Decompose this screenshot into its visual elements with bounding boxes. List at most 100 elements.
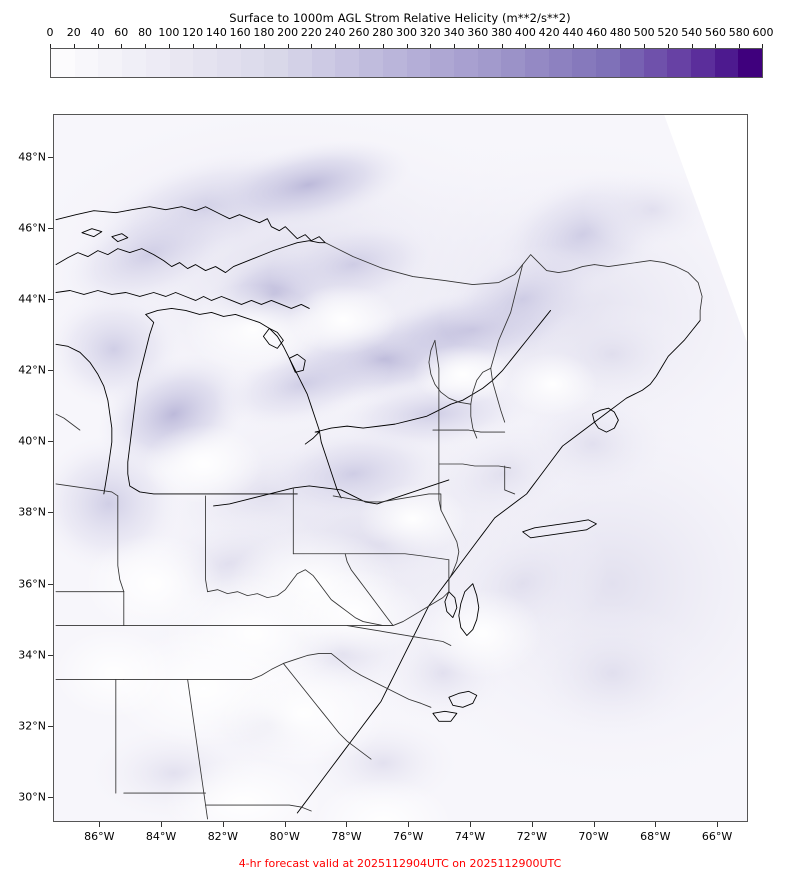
colorbar-tick-labels: 0 20 40 60 80 100 120 140 160 180 200 220 240 260 280 3… [47, 26, 774, 40]
colorbar-swatch [501, 49, 526, 77]
colorbar-tick-label: 240 [324, 26, 346, 39]
colorbar-swatch [477, 49, 502, 77]
colorbar-tick-mark [216, 44, 218, 48]
colorbar-tick-mark [620, 44, 622, 48]
y-tick-label: 32°N [18, 719, 46, 733]
colorbar-tick-label: 480 [609, 26, 631, 39]
x-tick-label: 70°W [578, 830, 609, 843]
colorbar-tick-mark [525, 44, 527, 48]
colorbar-swatch [406, 49, 431, 77]
colorbar-swatch [667, 49, 691, 77]
x-tick-label: 76°W [393, 830, 424, 843]
x-axis-tick-labels: 86°W 84°W 82°W 80°W 78°W 76°W 74°W 72°W 70°W 68°W… [0, 830, 800, 846]
colorbar-tick-label: 420 [538, 26, 560, 39]
colorbar-tick-label: 100 [158, 26, 180, 39]
colorbar-swatch [51, 49, 75, 77]
y-tick-label: 48°N [18, 150, 46, 164]
coastlines-layer [55, 206, 701, 814]
colorbar-swatch [738, 49, 762, 77]
colorbar-swatch [169, 49, 194, 77]
colorbar-swatch [122, 49, 146, 77]
colorbar-tick-mark [73, 44, 75, 48]
colorbar-tick-mark [311, 44, 313, 48]
colorbar-tick-label: 120 [182, 26, 204, 39]
colorbar-swatch [145, 49, 170, 77]
colorbar-tick-mark [572, 44, 574, 48]
colorbar-tick-mark [430, 44, 432, 48]
colorbar-tick-mark [644, 44, 646, 48]
x-tick-mark [470, 822, 471, 827]
colorbar-tick-mark [454, 44, 456, 48]
colorbar-swatch [74, 49, 99, 77]
map-plot-area[interactable] [53, 114, 748, 822]
colorbar-tick-mark [97, 44, 99, 48]
colorbar-tick-label: 440 [562, 26, 584, 39]
x-tick-mark [655, 822, 657, 827]
colorbar-tick-mark [192, 44, 194, 48]
x-tick-mark [99, 822, 101, 827]
x-tick-mark [531, 822, 533, 827]
colorbar-tick-mark [667, 44, 669, 48]
x-tick-mark [284, 822, 286, 827]
colorbar-tick-label: 40 [90, 26, 105, 39]
colorbar-tick-label: 400 [514, 26, 536, 39]
colorbar-tick-label: 500 [633, 26, 655, 39]
x-tick-label: 72°W [516, 830, 547, 843]
x-tick-mark [408, 822, 410, 827]
colorbar-tick-mark [691, 44, 693, 48]
x-tick-label: 80°W [269, 830, 300, 843]
colorbar-swatch [335, 49, 360, 77]
y-tick-label: 42°N [18, 363, 46, 377]
x-tick-label: 74°W [454, 830, 486, 843]
colorbar-tick-label: 220 [300, 26, 322, 39]
y-tick-label: 46°N [18, 221, 46, 235]
colorbar-swatch [430, 49, 454, 77]
colorbar-tick-label: 60 [114, 26, 129, 39]
colorbar-title: Surface to 1000m AGL Strom Relative Heli… [229, 11, 571, 25]
colorbar-swatch [690, 49, 715, 77]
colorbar-tick-label: 160 [229, 26, 251, 39]
colorbar-tick-mark [240, 44, 242, 48]
colorbar-tick-label: 540 [681, 26, 703, 39]
colorbar-swatch [98, 49, 123, 77]
x-tick-label: 66°W [701, 830, 733, 843]
colorbar-tick-mark [287, 44, 289, 48]
x-tick-label: 84°W [145, 830, 177, 843]
colorbar-swatch [714, 49, 739, 77]
colorbar-swatch [382, 49, 407, 77]
colorbar-tick-label: 180 [253, 26, 275, 39]
helicity-field-layer [54, 115, 747, 821]
colorbar-swatch [264, 49, 289, 77]
colorbar-tick-mark [263, 44, 265, 48]
x-tick-label: 86°W [84, 830, 115, 843]
colorbar-tick-label: 200 [277, 26, 299, 39]
colorbar-swatch [572, 49, 597, 77]
colorbar-tick-label: 340 [443, 26, 465, 39]
colorbar-swatch [643, 49, 668, 77]
colorbar-tick-mark [382, 44, 384, 48]
colorbar-swatch [216, 49, 241, 77]
colorbar-tick-mark [596, 44, 598, 48]
colorbar-swatch [311, 49, 336, 77]
colorbar-tick-mark [406, 44, 408, 48]
colorbar-tick-label: 80 [138, 26, 153, 39]
colorbar-tick-label: 320 [419, 26, 441, 39]
colorbar-tick-mark [121, 44, 123, 48]
colorbar-tick-mark [477, 44, 479, 48]
colorbar-tick-marks [50, 44, 763, 49]
y-tick-label: 44°N [18, 292, 46, 306]
state-borders-layer [55, 242, 703, 820]
colorbar-tick-mark [715, 44, 717, 48]
colorbar-tick-mark [358, 44, 360, 48]
colorbar-swatch [288, 49, 312, 77]
colorbar-tick-mark [168, 44, 170, 48]
x-tick-mark [717, 822, 719, 827]
x-tick-label: 78°W [331, 830, 362, 843]
colorbar-gradient [50, 48, 763, 78]
colorbar-swatch [359, 49, 383, 77]
x-tick-mark [346, 822, 348, 827]
colorbar-tick-mark [762, 44, 763, 48]
y-tick-label: 36°N [18, 577, 46, 591]
colorbar-tick-label: 380 [491, 26, 513, 39]
colorbar-tick-mark [501, 44, 503, 48]
